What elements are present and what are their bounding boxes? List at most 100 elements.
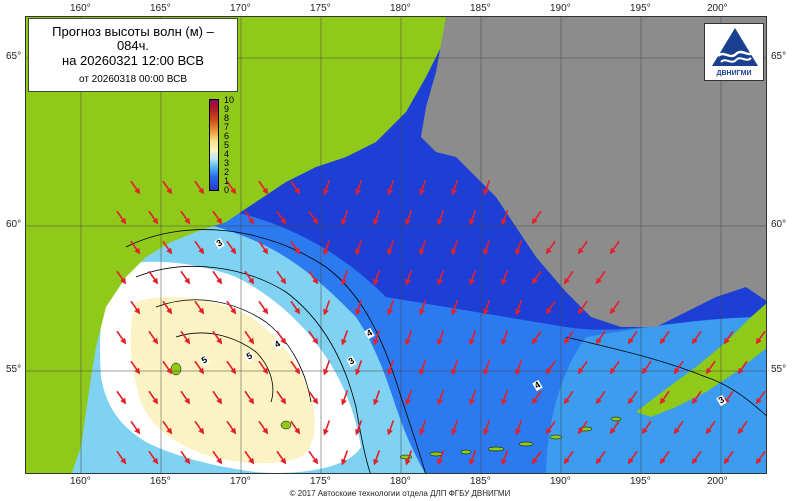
wave-arrow xyxy=(341,330,349,346)
wave-arrow xyxy=(531,210,542,225)
wave-arrow xyxy=(194,360,205,375)
wave-arrow xyxy=(723,450,734,465)
wave-arrow xyxy=(341,450,349,466)
wave-arrow xyxy=(469,270,477,286)
wave-arrow xyxy=(483,420,491,436)
wave-arrow xyxy=(226,300,237,315)
wave-arrow xyxy=(437,450,445,466)
wave-arrow xyxy=(226,180,237,195)
wave-arrow xyxy=(483,180,491,196)
wave-arrow xyxy=(148,330,159,345)
wave-arrow xyxy=(180,450,191,465)
wave-arrow xyxy=(755,330,766,345)
wave-arrow xyxy=(419,360,427,376)
wave-arrow xyxy=(659,390,670,405)
wave-arrow xyxy=(387,420,395,436)
wave-arrow xyxy=(469,390,477,406)
lon-label-top: 160° xyxy=(70,3,91,14)
wave-arrow xyxy=(405,330,413,346)
wave-arrow xyxy=(595,330,606,345)
land-alaska-peninsula xyxy=(636,303,766,417)
wave-arrow xyxy=(226,240,237,255)
wave-arrow xyxy=(116,450,127,465)
wave-arrow xyxy=(451,420,459,436)
colorbar-label: 5 xyxy=(224,140,230,150)
colorbar-label: 0 xyxy=(224,185,230,195)
lon-label-top: 170° xyxy=(230,3,251,14)
graticule xyxy=(26,17,766,473)
wave-arrow xyxy=(577,240,588,255)
wave-arrow xyxy=(162,300,173,315)
forecast-title-box: Прогноз высоты волн (м) – 084ч. на 20260… xyxy=(28,18,238,92)
wave-arrow xyxy=(355,420,363,436)
wave-arrow xyxy=(244,450,255,465)
wave-arrow xyxy=(563,450,574,465)
wave-arrow xyxy=(705,420,716,435)
wave-arrow xyxy=(212,270,223,285)
wave-arrow xyxy=(244,210,255,225)
wave-arrow xyxy=(212,390,223,405)
wave-arrow xyxy=(290,180,301,195)
wave-arrow xyxy=(531,270,542,285)
lat-label-left: 60° xyxy=(6,219,22,230)
wave-arrow xyxy=(405,450,413,466)
wave-arrow xyxy=(355,180,363,196)
lon-label-top: 165° xyxy=(150,3,171,14)
wave-arrow xyxy=(373,210,381,226)
land-kamchatka-tip xyxy=(26,412,86,473)
wave-height-colorbar xyxy=(209,99,219,191)
wave-arrow xyxy=(276,450,287,465)
wave-arrow xyxy=(148,450,159,465)
wave-arrow xyxy=(212,450,223,465)
copyright-footer: © 2017 Автоскоие технологии отдела ДЛП Ф… xyxy=(289,489,511,498)
wave-arrow xyxy=(162,180,173,195)
lon-label-bottom: 170° xyxy=(230,476,251,487)
lon-label-bottom: 165° xyxy=(150,476,171,487)
lon-label-bottom: 160° xyxy=(70,476,91,487)
wave-arrow xyxy=(469,210,477,226)
colorbar-label: 7 xyxy=(224,122,230,132)
wave-arrow xyxy=(545,420,556,435)
wave-arrow xyxy=(577,420,588,435)
wave-arrow xyxy=(437,270,445,286)
dvnigmi-logo: ДВНИГМИ xyxy=(704,23,764,81)
wave-arrow xyxy=(116,330,127,345)
wave-arrow xyxy=(162,240,173,255)
wave-arrow xyxy=(545,240,556,255)
wave-arrow xyxy=(355,300,363,316)
colorbar-label: 1 xyxy=(224,176,230,186)
wave-arrow xyxy=(501,270,509,286)
map-frame: 3 4 5 3 4 5 4 3 xyxy=(25,16,767,474)
colorbar-label: 2 xyxy=(224,167,230,177)
wave-arrow xyxy=(577,360,588,375)
wave-arrow xyxy=(437,390,445,406)
wave-arrow xyxy=(308,390,319,405)
wave-arrow xyxy=(673,420,684,435)
wave-arrow xyxy=(563,270,574,285)
wave-arrow xyxy=(705,360,716,375)
wave-arrow xyxy=(451,300,459,316)
wave-arrow xyxy=(276,390,287,405)
wave-arrow xyxy=(355,240,363,256)
wave-arrow xyxy=(276,210,287,225)
lon-label-top: 190° xyxy=(550,3,571,14)
logo-wave-icon xyxy=(712,28,758,66)
colorbar-label: 3 xyxy=(224,158,230,168)
wave-arrow xyxy=(673,360,684,375)
wave-arrow xyxy=(755,390,766,405)
wave-arrow xyxy=(419,180,427,196)
forecast-title-main: Прогноз высоты волн (м) – xyxy=(52,24,214,39)
wave-arrow xyxy=(387,180,395,196)
lon-label-top: 180° xyxy=(390,3,411,14)
wave-arrow xyxy=(290,240,301,255)
wave-arrow xyxy=(244,390,255,405)
land-west xyxy=(26,17,446,412)
wave-arrow xyxy=(148,210,159,225)
wave-arrow xyxy=(323,360,331,376)
wave-arrow xyxy=(641,420,652,435)
wave-arrow xyxy=(515,240,523,256)
wave-arrow xyxy=(148,390,159,405)
wave-arrow xyxy=(180,270,191,285)
wave-arrow xyxy=(563,390,574,405)
colorbar-label: 10 xyxy=(224,95,235,105)
